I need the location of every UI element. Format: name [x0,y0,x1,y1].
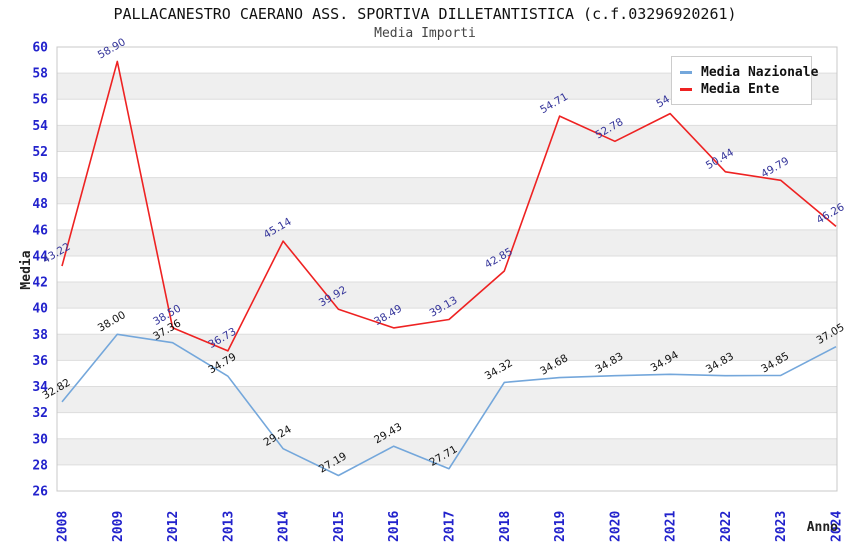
x-tick-label: 2023 [774,511,789,542]
y-tick-label: 44 [32,249,48,264]
y-tick-label: 26 [32,485,48,500]
y-tick-label: 48 [32,197,48,212]
x-tick-label: 2021 [664,511,679,542]
y-tick-label: 50 [32,171,48,186]
x-tick-label: 2020 [608,511,623,542]
y-tick-label: 40 [32,302,48,317]
y-tick-label: 46 [32,223,48,238]
plot-band [57,386,837,413]
y-tick-label: 54 [32,119,48,134]
y-tick-label: 60 [32,41,48,56]
y-tick-label: 56 [32,93,48,108]
legend-line-swatch [680,88,692,91]
x-tick-label: 2014 [277,511,292,542]
plot-band [57,282,837,309]
plot-band [57,177,837,204]
legend-label: Media Nazionale [701,65,819,80]
x-tick-label: 2008 [56,511,71,542]
chart-title: PALLACANESTRO CAERANO ASS. SPORTIVA DILL… [113,5,737,23]
y-axis-title: Media [19,250,34,289]
y-tick-label: 28 [32,458,48,473]
y-tick-label: 58 [32,67,48,82]
series-line-media-nazionale [61,333,837,477]
x-tick-label: 2015 [332,511,347,542]
plot-band [57,334,837,361]
chart-subtitle: Media Importi [374,26,476,41]
legend-item: Media Ente [680,81,803,98]
point-label: 38.00 [96,309,128,334]
plot-band [57,125,837,152]
y-tick-label: 34 [32,380,48,395]
plot-band [57,438,837,465]
x-tick-label: 2016 [387,511,402,542]
y-tick-label: 36 [32,354,48,369]
legend-box: Media Nazionale Media Ente [671,56,818,105]
y-tick-label: 32 [32,406,48,421]
x-tick-label: 2019 [553,511,568,542]
x-axis-title: Anno [807,520,838,535]
plot-band [57,229,837,256]
x-tick-label: 2012 [166,511,181,542]
x-tick-label: 2022 [719,511,734,542]
point-label: 58.90 [96,36,128,61]
x-tick-label: 2009 [111,511,126,542]
y-tick-label: 38 [32,328,48,343]
point-label: 49.79 [759,155,791,180]
legend-item: Media Nazionale [680,64,818,81]
y-tick-label: 52 [32,145,48,160]
plot-frame [56,46,838,492]
legend-line-swatch [680,71,692,74]
x-tick-label: 2024 [830,511,845,542]
series-line-media-ente [61,60,837,352]
x-tick-label: 2017 [443,511,458,542]
y-tick-label: 30 [32,432,48,447]
legend-label: Media Ente [701,82,780,97]
x-tick-label: 2013 [221,511,236,542]
y-tick-label: 42 [32,276,48,291]
x-tick-label: 2018 [498,511,513,542]
